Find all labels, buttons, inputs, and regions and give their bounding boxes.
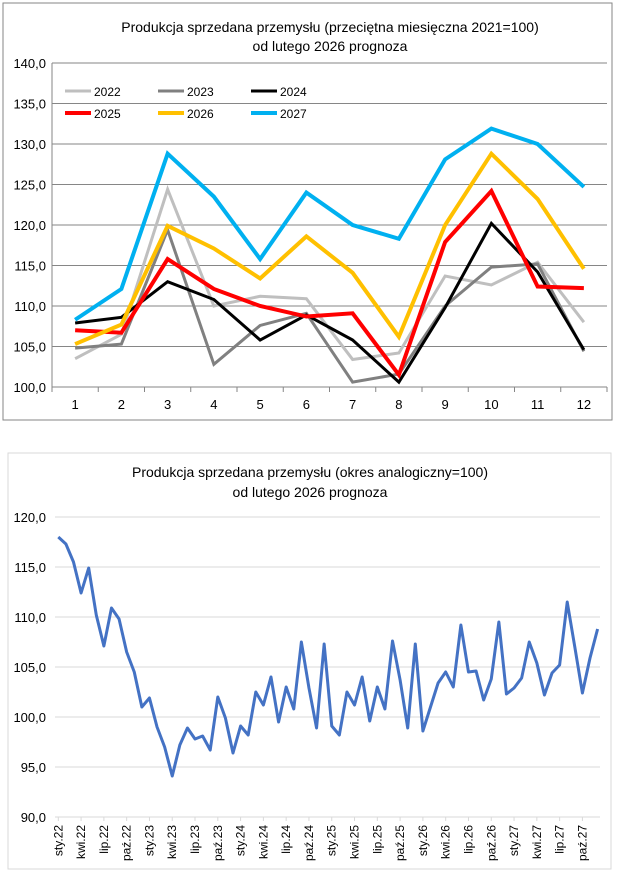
chart-yoy: Produkcja sprzedana przemysłu (okres ana… (7, 452, 612, 870)
chart1-title: Produkcja sprzedana przemysłu (przeciętn… (121, 19, 539, 35)
x-tick-label: 9 (442, 397, 449, 412)
y-tick-label: 120,0 (13, 510, 46, 525)
x-tick-label: 5 (257, 397, 264, 412)
x-tick-label: lip.25 (370, 825, 384, 854)
x-tick-label: lip.22 (97, 825, 111, 854)
x-tick-label: paź.22 (120, 825, 134, 861)
x-tick-label: paź.27 (575, 825, 589, 861)
y-tick-label: 115,0 (14, 259, 46, 274)
x-tick-label: lip.27 (553, 825, 567, 854)
x-tick-label: kwi.27 (530, 825, 544, 859)
x-tick-label: 4 (210, 397, 217, 412)
x-tick-label: paź.24 (302, 825, 316, 861)
chart1-frame (2, 2, 613, 421)
x-tick-label: sty.24 (234, 825, 248, 856)
series-line-2023 (74, 225, 586, 384)
y-tick-label: 110,0 (14, 610, 46, 625)
legend-label: 2024 (280, 85, 307, 99)
chart2-title: Produkcja sprzedana przemysłu (okres ana… (132, 464, 488, 480)
x-tick-label: 10 (484, 397, 498, 412)
x-tick-label: paź.26 (484, 825, 498, 861)
x-tick-label: 6 (303, 397, 310, 412)
y-tick-label: 95,0 (21, 760, 46, 775)
x-tick-label: kwi.23 (165, 825, 179, 859)
series-line-2024 (74, 220, 586, 385)
x-tick-label: 8 (395, 397, 402, 412)
legend-label: 2027 (280, 107, 307, 121)
x-tick-label: sty.26 (416, 825, 430, 856)
y-tick-label: 135,0 (13, 97, 46, 112)
x-tick-label: paź.23 (211, 825, 225, 861)
series-line-2026 (74, 150, 586, 346)
x-tick-label: lip.26 (461, 825, 475, 854)
y-tick-label: 125,0 (13, 178, 46, 193)
y-tick-label: 105,0 (13, 660, 46, 675)
x-tick-label: kwi.24 (256, 825, 270, 859)
chart2-frame (7, 452, 612, 870)
y-tick-label: 90,0 (21, 810, 46, 825)
x-tick-label: sty.27 (507, 825, 521, 856)
x-tick-label: sty.23 (142, 825, 156, 856)
x-tick-label: 7 (349, 397, 356, 412)
series-line-2025 (75, 187, 584, 380)
x-tick-label: kwi.22 (74, 825, 88, 859)
x-tick-label: lip.24 (279, 825, 293, 854)
x-tick-label: kwi.25 (348, 825, 362, 859)
legend-label: 2023 (187, 85, 214, 99)
y-tick-label: 120,0 (13, 218, 46, 233)
y-tick-label: 115,0 (14, 560, 46, 575)
x-tick-label: 1 (72, 397, 79, 412)
x-tick-label: 11 (531, 397, 545, 412)
series-line (57, 535, 600, 778)
y-tick-label: 140,0 (13, 56, 46, 71)
x-tick-label: paź.25 (393, 825, 407, 861)
chart-annual-comparison: Produkcja sprzedana przemysłu (przeciętn… (2, 2, 613, 421)
x-tick-label: 2 (118, 397, 125, 412)
legend-label: 2026 (187, 107, 214, 121)
chart2-subtitle: od lutego 2026 prognoza (233, 484, 388, 500)
x-tick-label: kwi.26 (439, 825, 453, 859)
y-tick-label: 130,0 (13, 137, 46, 152)
x-tick-label: sty.25 (325, 825, 339, 856)
x-tick-label: 12 (577, 397, 591, 412)
x-tick-label: sty.22 (51, 825, 65, 856)
x-tick-label: 3 (164, 397, 171, 412)
y-tick-label: 105,0 (13, 340, 46, 355)
y-tick-label: 110,0 (14, 299, 46, 314)
chart1-subtitle: od lutego 2026 prognoza (253, 38, 408, 54)
legend-label: 2022 (94, 85, 121, 99)
series-line-2027 (74, 126, 586, 322)
y-tick-label: 100,0 (13, 710, 46, 725)
x-tick-label: lip.23 (188, 825, 202, 854)
y-tick-label: 100,0 (13, 380, 46, 395)
legend-label: 2025 (94, 107, 121, 121)
